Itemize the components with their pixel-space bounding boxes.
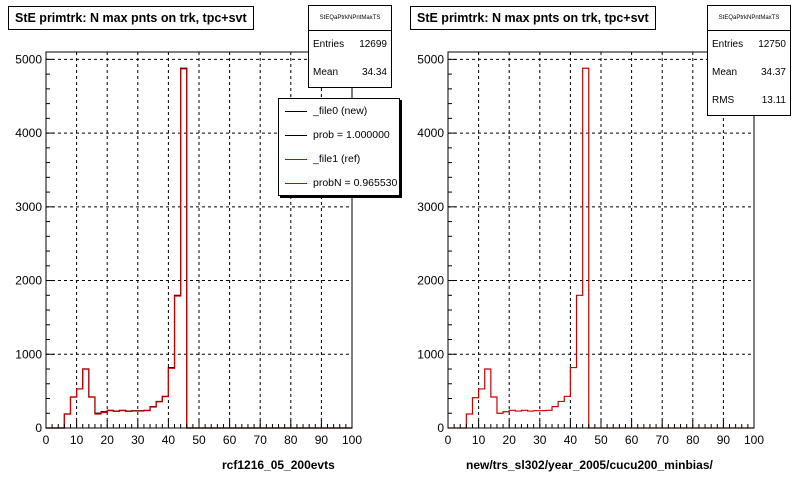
- x-tick-label: 100: [744, 433, 764, 447]
- x-axis-title: new/trs_sl302/year_2005/cucu200_minbias/: [466, 458, 713, 472]
- stats-name: StEQaPtrkNPntMaxTS: [708, 6, 790, 31]
- legend-swatch: [285, 110, 307, 112]
- y-tick-label: 5000: [15, 52, 42, 66]
- stats-row-mean: Mean 34.37: [708, 59, 790, 87]
- x-tick-label: 20: [503, 433, 517, 447]
- stats-label: Entries: [313, 39, 345, 50]
- x-axis: 0 10 20 30 40 50 60 70 80 90 100: [445, 420, 764, 447]
- x-tick-label: 30: [533, 433, 547, 447]
- y-tick-label: 3000: [417, 200, 444, 214]
- histogram-panel-right: 0 10 20 30 40 50 60 70 80 90 100 0 1000 2000 3000 4000 5…: [402, 0, 800, 480]
- x-tick-label: 10: [472, 433, 486, 447]
- grid: [448, 52, 754, 428]
- histogram-plot-right: 0 10 20 30 40 50 60 70 80 90 100010002000300040005…: [417, 51, 764, 447]
- stats-box: StEQaPtrkNPntMaxTS Entries 12699 Mean 34…: [308, 5, 392, 88]
- y-axis: 0 1000 2000 3000 4000 5000: [15, 52, 54, 435]
- histogram-plot-left: 0 10 20 30 40 50 60 70 80 90 100010002000300040005…: [15, 51, 362, 447]
- x-tick-label: 80: [686, 433, 700, 447]
- x-tick-label: 50: [192, 433, 206, 447]
- y-tick-label: 0: [437, 421, 444, 435]
- stats-value: 12750: [758, 39, 786, 50]
- stats-label: Mean: [313, 67, 339, 78]
- y-tick-label: 4000: [417, 126, 444, 140]
- legend-item: _file0 (new): [279, 99, 399, 123]
- x-tick-label: 60: [223, 433, 237, 447]
- stats-row-mean: Mean 34.34: [309, 59, 391, 87]
- stats-row-entries: Entries 12699: [309, 31, 391, 59]
- x-tick-label: 0: [43, 433, 50, 447]
- legend-label: probN = 0.965530: [313, 177, 398, 189]
- x-tick-label: 30: [131, 433, 145, 447]
- histogram-panel-left: 0 10 20 30 40 50 60 70 80 90 100 0 1000 2000 3000 4000 5…: [0, 0, 400, 480]
- y-tick-label: 1000: [417, 347, 444, 361]
- stats-label: Entries: [712, 39, 744, 50]
- x-tick-label: 20: [101, 433, 115, 447]
- x-tick-label: 50: [594, 433, 608, 447]
- x-tick-label: 40: [162, 433, 176, 447]
- histogram-series-line: [46, 68, 352, 429]
- stats-name: StEQaPtrkNPntMaxTS: [309, 6, 391, 31]
- legend-swatch: [285, 158, 307, 160]
- plot-title: StE primtrk: N max pnts on trk, tpc+svt: [410, 6, 656, 30]
- legend-item: probN = 0.965530: [279, 171, 399, 195]
- x-tick-label: 90: [315, 433, 329, 447]
- y-tick-label: 1000: [15, 347, 42, 361]
- x-tick-label: 40: [564, 433, 578, 447]
- x-tick-label: 0: [445, 433, 452, 447]
- legend-label: _file1 (ref): [313, 153, 361, 165]
- x-tick-label: 60: [625, 433, 639, 447]
- y-tick-label: 2000: [417, 274, 444, 288]
- legend-swatch: [285, 182, 307, 184]
- plot-title: StE primtrk: N max pnts on trk, tpc+svt: [8, 6, 254, 30]
- stats-row-entries: Entries 12750: [708, 31, 790, 59]
- y-tick-label: 2000: [15, 274, 42, 288]
- y-tick-label: 5000: [417, 52, 444, 66]
- stats-label: RMS: [712, 95, 735, 106]
- histogram-series-line: [448, 67, 754, 429]
- stats-box: StEQaPtrkNPntMaxTS Entries 12750 Mean 34…: [707, 5, 791, 116]
- x-axis: 0 10 20 30 40 50 60 70 80 90 100: [43, 420, 362, 447]
- x-tick-label: 90: [717, 433, 731, 447]
- stats-row-rms: RMS 13.11: [708, 87, 790, 115]
- stats-value: 34.37: [760, 67, 786, 78]
- stats-value: 13.11: [761, 95, 786, 106]
- y-tick-label: 4000: [15, 126, 42, 140]
- legend-item: prob = 1.000000: [279, 123, 399, 147]
- y-tick-label: 3000: [15, 200, 42, 214]
- stats-value: 34.34: [361, 67, 387, 78]
- legend-label: _file0 (new): [313, 105, 368, 117]
- x-tick-label: 70: [254, 433, 268, 447]
- legend-label: prob = 1.000000: [313, 129, 390, 141]
- x-tick-label: 80: [284, 433, 298, 447]
- x-axis-title: rcf1216_05_200evts: [222, 458, 335, 472]
- y-axis: 0 1000 2000 3000 4000 5000: [417, 52, 456, 435]
- y-tick-label: 0: [35, 421, 42, 435]
- x-tick-label: 10: [70, 433, 84, 447]
- legend-item: _file1 (ref): [279, 147, 399, 171]
- legend: _file0 (new) prob = 1.000000 _file1 (ref…: [278, 98, 400, 196]
- legend-swatch: [285, 134, 307, 136]
- stats-value: 12699: [359, 39, 387, 50]
- x-tick-label: 70: [656, 433, 670, 447]
- x-tick-label: 100: [342, 433, 362, 447]
- stats-label: Mean: [712, 67, 738, 78]
